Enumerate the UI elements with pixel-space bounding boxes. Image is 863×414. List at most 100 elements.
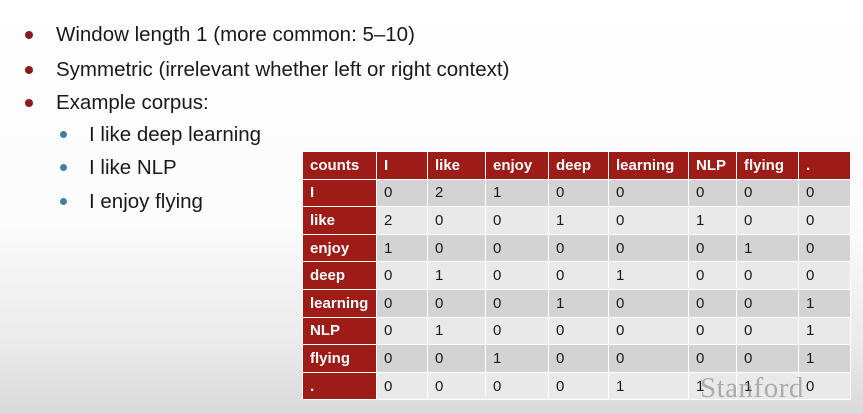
- count-cell: 1: [798, 344, 851, 373]
- column-header: enjoy: [485, 151, 549, 180]
- table-row: flying 0 0 1 0 0 0 0 1: [302, 344, 851, 373]
- bullet-dot: [25, 66, 33, 74]
- count-cell: 1: [798, 316, 851, 346]
- count-cell: 0: [608, 316, 689, 346]
- count-cell: 0: [485, 233, 549, 263]
- count-cell: 0: [736, 344, 799, 373]
- count-cell: 1: [427, 316, 486, 346]
- count-cell: 0: [548, 261, 609, 290]
- count-cell: 0: [485, 261, 549, 290]
- row-header: flying: [302, 344, 377, 373]
- column-header: deep: [548, 151, 609, 180]
- count-cell: 0: [688, 233, 737, 263]
- count-cell: 0: [798, 261, 851, 290]
- sub-bullet-dot: [60, 131, 67, 138]
- count-cell: 0: [736, 261, 799, 290]
- count-cell: 1: [485, 344, 549, 373]
- count-cell: 0: [608, 206, 689, 235]
- count-cell: 0: [688, 178, 737, 208]
- bullet-dot: [25, 99, 33, 107]
- count-cell: 1: [608, 261, 689, 290]
- row-header: .: [302, 371, 377, 401]
- count-cell: 1: [548, 206, 609, 235]
- count-cell: 0: [736, 178, 799, 208]
- corpus-sentence: I enjoy flying: [89, 190, 203, 213]
- count-cell: 0: [736, 288, 799, 318]
- count-cell: 1: [688, 206, 737, 235]
- count-cell: 1: [688, 371, 737, 401]
- stanford-watermark: Stanford: [700, 372, 804, 404]
- table-row: learning 0 0 0 1 0 0 0 1: [302, 288, 851, 318]
- bullet-window-length: Window length 1 (more common: 5–10): [56, 23, 415, 46]
- count-cell: 0: [608, 233, 689, 263]
- column-header: counts: [302, 151, 377, 180]
- count-cell: 1: [485, 178, 549, 208]
- count-cell: 0: [427, 288, 486, 318]
- count-cell: 0: [427, 206, 486, 235]
- count-cell: 0: [548, 233, 609, 263]
- count-cell: 1: [798, 288, 851, 318]
- bullet-symmetric: Symmetric (irrelevant whether left or ri…: [56, 58, 510, 81]
- count-cell: 0: [485, 206, 549, 235]
- row-header: enjoy: [302, 233, 377, 263]
- count-cell: 0: [736, 316, 799, 346]
- bullet-dot: [25, 31, 33, 39]
- column-header: I: [376, 151, 428, 180]
- column-header: .: [798, 151, 851, 180]
- count-cell: 0: [736, 206, 799, 235]
- count-cell: 0: [376, 371, 428, 401]
- count-cell: 0: [427, 233, 486, 263]
- column-header: flying: [736, 151, 799, 180]
- sub-bullet-dot: [60, 198, 67, 205]
- count-cell: 0: [376, 261, 428, 290]
- bullet-example-corpus: Example corpus:: [56, 91, 209, 114]
- count-cell: 0: [798, 206, 851, 235]
- count-cell: 0: [376, 288, 428, 318]
- count-cell: 0: [548, 178, 609, 208]
- count-cell: 0: [798, 371, 851, 401]
- count-cell: 0: [688, 261, 737, 290]
- count-cell: 0: [608, 178, 689, 208]
- row-header: I: [302, 178, 377, 208]
- count-cell: 0: [376, 316, 428, 346]
- column-header: learning: [608, 151, 689, 180]
- count-cell: 0: [688, 316, 737, 346]
- table-row: NLP 0 1 0 0 0 0 0 1: [302, 316, 851, 346]
- count-cell: 1: [427, 261, 486, 290]
- row-header: NLP: [302, 316, 377, 346]
- corpus-sentence: I like NLP: [89, 156, 177, 179]
- count-cell: 2: [427, 178, 486, 208]
- table-row: like 2 0 0 1 0 1 0 0: [302, 206, 851, 235]
- table-row: deep 0 1 0 0 1 0 0 0: [302, 261, 851, 290]
- count-cell: 1: [736, 371, 799, 401]
- row-header: like: [302, 206, 377, 235]
- count-cell: 2: [376, 206, 428, 235]
- count-cell: 0: [376, 178, 428, 208]
- row-header: learning: [302, 288, 377, 318]
- count-cell: 0: [427, 371, 486, 401]
- count-cell: 0: [548, 316, 609, 346]
- count-cell: 0: [485, 371, 549, 401]
- count-cell: 1: [548, 288, 609, 318]
- count-cell: 0: [798, 178, 851, 208]
- column-header: like: [427, 151, 486, 180]
- count-cell: 0: [485, 288, 549, 318]
- count-cell: 0: [688, 288, 737, 318]
- count-cell: 0: [485, 316, 549, 346]
- count-cell: 0: [608, 288, 689, 318]
- sub-bullet-dot: [60, 164, 67, 171]
- count-cell: 1: [376, 233, 428, 263]
- count-cell: 0: [798, 233, 851, 263]
- count-cell: 0: [608, 344, 689, 373]
- count-cell: 0: [548, 371, 609, 401]
- count-cell: 0: [688, 344, 737, 373]
- column-header: NLP: [688, 151, 737, 180]
- count-cell: 0: [548, 344, 609, 373]
- count-cell: 1: [736, 233, 799, 263]
- count-cell: 0: [376, 344, 428, 373]
- count-cell: 1: [608, 371, 689, 401]
